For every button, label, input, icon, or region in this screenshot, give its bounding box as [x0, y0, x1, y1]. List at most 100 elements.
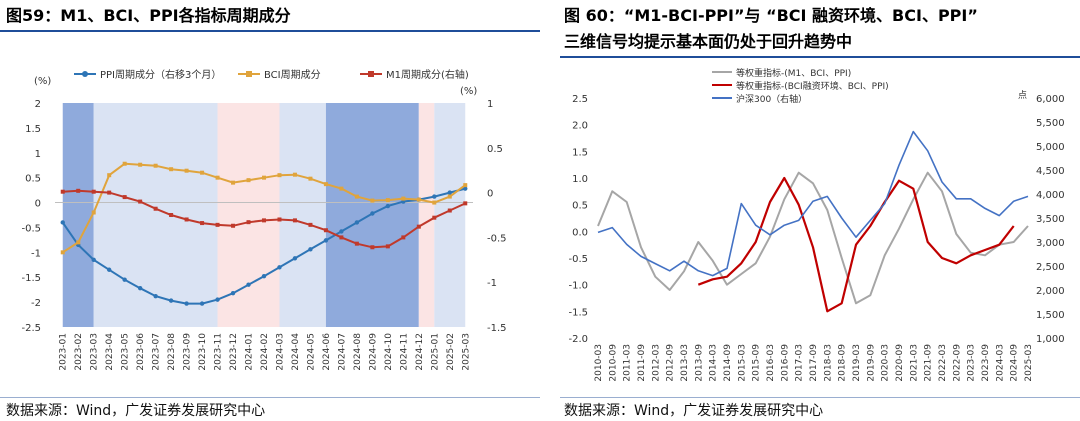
- x-tick-label: 2024-03: [995, 344, 1005, 382]
- left-panel: 图59：M1、BCI、PPI各指标周期成分 2 1.5 1 0.5 0 -0.5 -1 -1.…: [0, 6, 540, 419]
- x-tick-label: 2023-07: [152, 333, 162, 371]
- data-point-bci: [122, 161, 127, 166]
- data-point-bci: [215, 175, 220, 180]
- left-y-tick-label: -0.5: [21, 223, 41, 234]
- data-point-bci: [385, 198, 390, 203]
- data-point-bci: [401, 196, 406, 201]
- right-y-tick-label: 1: [487, 99, 493, 110]
- left-y-tick-label: 2: [35, 99, 41, 110]
- left-y-tick-label: 0.5: [25, 174, 41, 185]
- x-tick-label: 2016-03: [766, 344, 776, 382]
- data-point-ppi: [339, 229, 344, 234]
- left-y-tick-label: -1.0: [568, 281, 588, 292]
- x-tick-label: 2021-09: [924, 344, 934, 382]
- data-point-m1: [370, 245, 375, 250]
- right-y-tick-label: 1,500: [1036, 310, 1065, 321]
- x-tick-label: 2014-03: [709, 344, 719, 382]
- data-point-m1: [107, 190, 112, 195]
- x-tick-label: 2023-02: [74, 333, 84, 371]
- x-tick-label: 2017-03: [795, 344, 805, 382]
- x-tick-label: 2023-01: [59, 333, 69, 371]
- data-point-bci: [246, 178, 251, 183]
- x-tick-label: 2023-05: [121, 333, 131, 371]
- data-point-m1: [169, 213, 174, 217]
- x-tick-label: 2024-09: [1010, 344, 1020, 382]
- data-point-bci: [447, 194, 452, 199]
- right-y-tick-label: 6,000: [1036, 94, 1065, 105]
- legend-label-bci: BCI周期成分: [264, 69, 321, 81]
- right-y-tick-label: 5,500: [1036, 118, 1065, 129]
- x-tick-label: 2013-09: [694, 344, 704, 382]
- right-y-tick-label: -0.5: [487, 233, 507, 244]
- data-point-ppi: [230, 290, 236, 296]
- data-point-bci: [153, 163, 158, 168]
- x-tick-label: 2018-09: [838, 344, 848, 382]
- data-point-m1: [354, 241, 359, 246]
- x-tick-label: 2016-09: [780, 344, 790, 382]
- x-tick-label: 2023-04: [105, 333, 115, 371]
- right-panel: 图 60：“M1-BCI-PPI”与 “BCI 融资环境、BCI、PPI” 三维…: [560, 0, 1080, 421]
- right-y-tick-label: 4,500: [1036, 166, 1065, 177]
- x-tick-label: 2023-08: [167, 333, 177, 371]
- data-point-bci: [339, 186, 344, 191]
- legend-label-m1: M1周期成分(右轴): [386, 68, 469, 81]
- data-point-ppi: [370, 211, 375, 216]
- x-tick-label: 2023-11: [214, 333, 224, 371]
- data-point-ppi: [91, 257, 96, 262]
- x-tick-label: 2023-03: [90, 333, 100, 371]
- left-y-tick-label: -1: [31, 248, 41, 259]
- left-y-tick-label: -2.0: [568, 334, 588, 345]
- right-chart: 2.5 2.0 1.5 1.0 0.5 0.0 -0.5 -1.0 -1.5 -2.0 6,000 5…: [568, 67, 1065, 382]
- data-point-bci: [91, 210, 96, 215]
- data-point-bci: [169, 167, 174, 172]
- left-y-tick-label: 1.5: [25, 124, 41, 135]
- data-point-m1: [416, 224, 421, 229]
- data-point-m1: [447, 208, 452, 213]
- left-y-tick-label: 1: [35, 149, 41, 160]
- data-point-bci: [76, 240, 81, 245]
- data-point-m1: [432, 215, 437, 220]
- x-tick-label: 2019-03: [852, 344, 862, 382]
- data-point-bci: [308, 176, 313, 181]
- x-tick-label: 2024-08: [353, 333, 363, 371]
- data-point-ppi: [168, 298, 174, 303]
- x-tick-label: 2024-11: [399, 333, 409, 371]
- data-point-bci: [107, 173, 112, 178]
- shaded-band-2: [217, 103, 280, 327]
- x-tick-label: 2012-03: [651, 344, 661, 382]
- x-tick-label: 2017-09: [809, 344, 819, 382]
- x-tick-label: 2024-02: [260, 333, 270, 371]
- data-point-bci: [292, 172, 297, 177]
- x-tick-label: 2022-03: [938, 344, 948, 382]
- legend-marker-ppi: [82, 71, 88, 77]
- left-y-tick-label: -0.5: [568, 254, 588, 265]
- data-point-ppi: [447, 190, 452, 195]
- data-point-bci: [370, 198, 375, 203]
- data-point-m1: [138, 199, 143, 204]
- data-point-m1: [401, 235, 406, 240]
- right-title-rule: [560, 56, 1080, 58]
- left-figure-title: 图59：M1、BCI、PPI各指标周期成分: [6, 6, 291, 25]
- data-point-ppi: [277, 265, 282, 270]
- data-point-m1: [153, 206, 158, 211]
- data-point-bci: [60, 250, 65, 255]
- data-point-m1: [277, 217, 282, 222]
- data-point-m1: [292, 218, 297, 223]
- x-tick-label: 2024-04: [291, 333, 301, 371]
- data-point-ppi: [215, 297, 220, 302]
- data-point-ppi: [184, 301, 189, 306]
- data-point-m1: [215, 222, 220, 227]
- data-point-ppi: [385, 203, 391, 209]
- x-tick-label: 2024-03: [275, 333, 285, 371]
- x-tick-label: 2019-09: [866, 344, 876, 382]
- data-point-ppi: [137, 285, 143, 291]
- shaded-band-0: [62, 103, 94, 327]
- x-tick-label: 2024-09: [368, 333, 378, 371]
- data-point-m1: [339, 235, 344, 240]
- data-point-ppi: [199, 301, 205, 306]
- left-y-tick-label: -2.5: [21, 323, 41, 334]
- data-point-m1: [76, 188, 81, 193]
- x-tick-label: 2020-03: [881, 344, 891, 382]
- data-point-ppi: [323, 238, 329, 243]
- x-tick-label: 2010-03: [594, 344, 604, 382]
